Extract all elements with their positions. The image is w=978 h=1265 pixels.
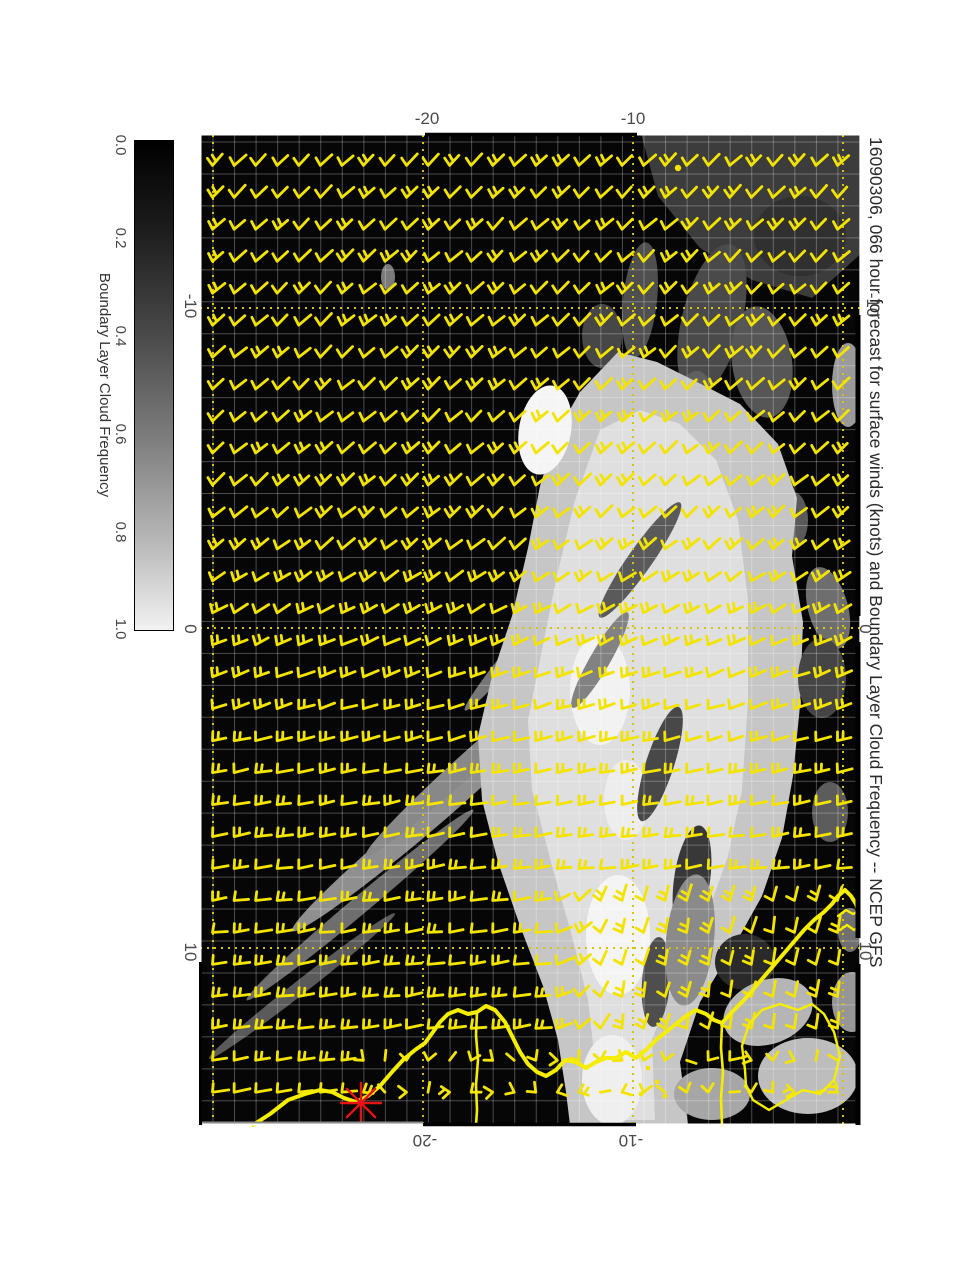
bottom-axis-label: -10 xyxy=(618,1131,644,1150)
calm-dots xyxy=(638,164,682,1099)
wind-barbs xyxy=(206,152,854,1100)
plot-frame xyxy=(199,132,862,1127)
major-gridlines xyxy=(200,135,860,1125)
colorbar-tick: 0.8 xyxy=(112,521,129,543)
colorbar-title: Boundary Layer Cloud Frequency xyxy=(96,272,113,498)
station-marker-star xyxy=(339,1081,383,1125)
colorbar-tick: 0.6 xyxy=(112,423,129,445)
colorbar-tick: 0.0 xyxy=(112,134,129,156)
colorbar-tick: 1.0 xyxy=(112,618,129,640)
top-axis-label: -20 xyxy=(414,109,440,128)
top-axis-label: -10 xyxy=(620,109,646,128)
left-axis-label: 0 xyxy=(181,624,200,634)
colorbar-tick: 0.2 xyxy=(112,227,129,249)
bottom-axis-label: -20 xyxy=(412,1131,438,1150)
cloud-frequency-field xyxy=(208,135,860,1125)
left-axis-label: -10 xyxy=(181,293,200,319)
coastline xyxy=(251,888,861,1127)
left-axis-label: 10 xyxy=(181,942,200,962)
plot-title: 16090306, 066 hour forecast for surface … xyxy=(866,137,886,968)
cloud-frequency-colorbar xyxy=(134,140,174,631)
colorbar-tick: 0.4 xyxy=(112,325,129,347)
